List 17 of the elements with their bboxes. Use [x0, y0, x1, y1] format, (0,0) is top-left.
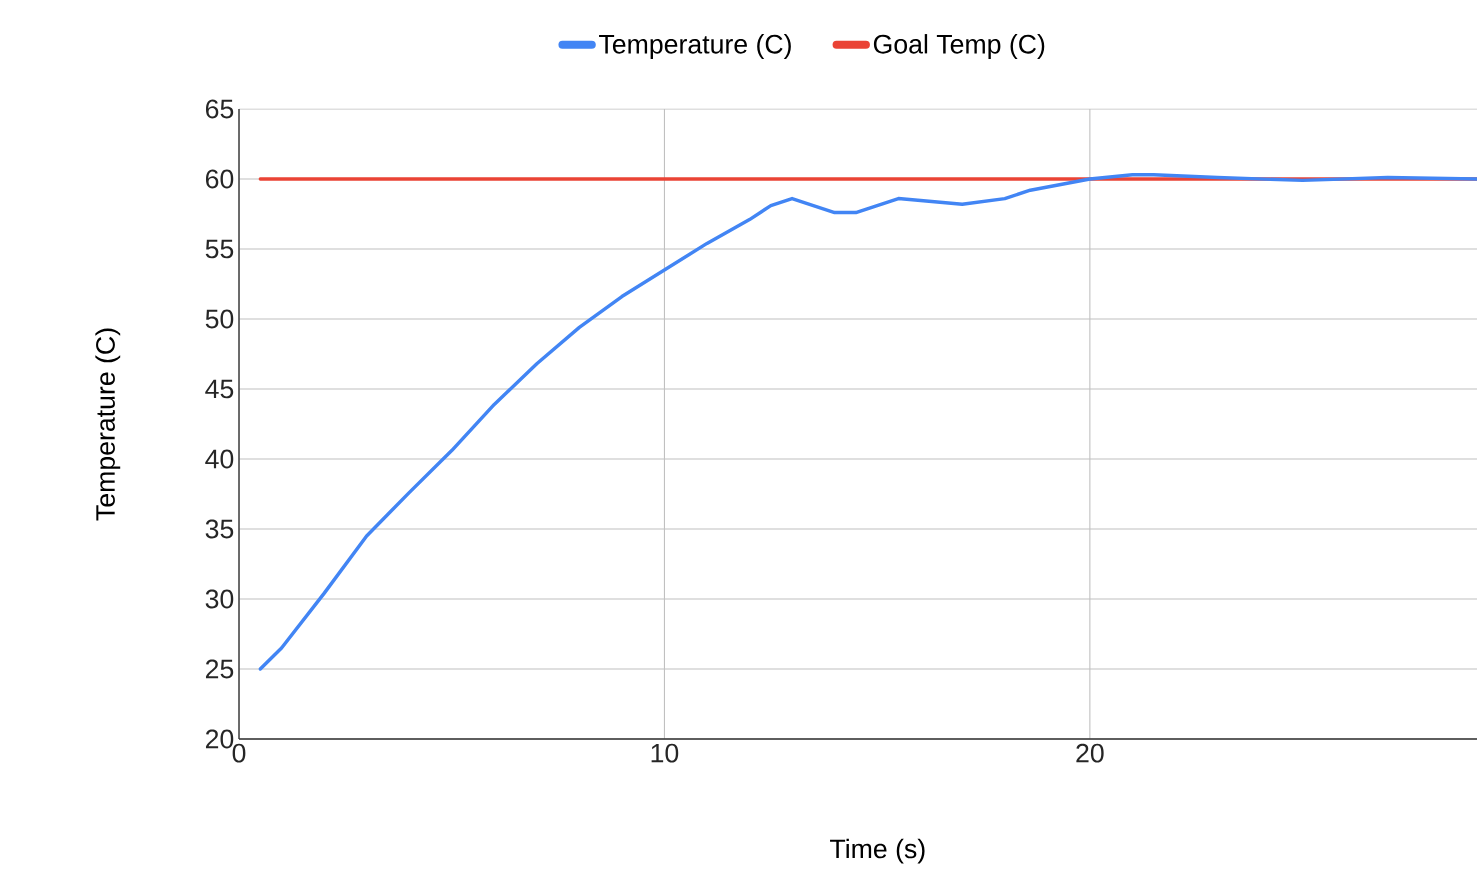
x-axis-title: Time (s)	[830, 838, 925, 864]
y-tick-label: 50	[205, 309, 234, 329]
legend-label: Goal Temp (C)	[873, 34, 1045, 59]
y-tick-label: 55	[205, 239, 234, 259]
y-axis-title: Temperature (C)	[95, 328, 121, 521]
legend-label: Temperature (C)	[599, 34, 791, 59]
y-tick-label: 30	[205, 589, 234, 609]
y-tick-label: 40	[205, 449, 234, 469]
x-tick-label: 0	[232, 743, 246, 763]
y-tick-label: 65	[206, 99, 234, 119]
y-tick-label: 45	[205, 379, 234, 399]
y-tick-label: 25	[205, 659, 234, 679]
y-tick-label: 35	[205, 519, 234, 539]
y-tick-label: 60	[206, 169, 234, 189]
x-tick-label: 10	[651, 743, 679, 763]
y-tick-label: 20	[205, 729, 234, 749]
x-tick-label: 20	[1076, 743, 1104, 763]
